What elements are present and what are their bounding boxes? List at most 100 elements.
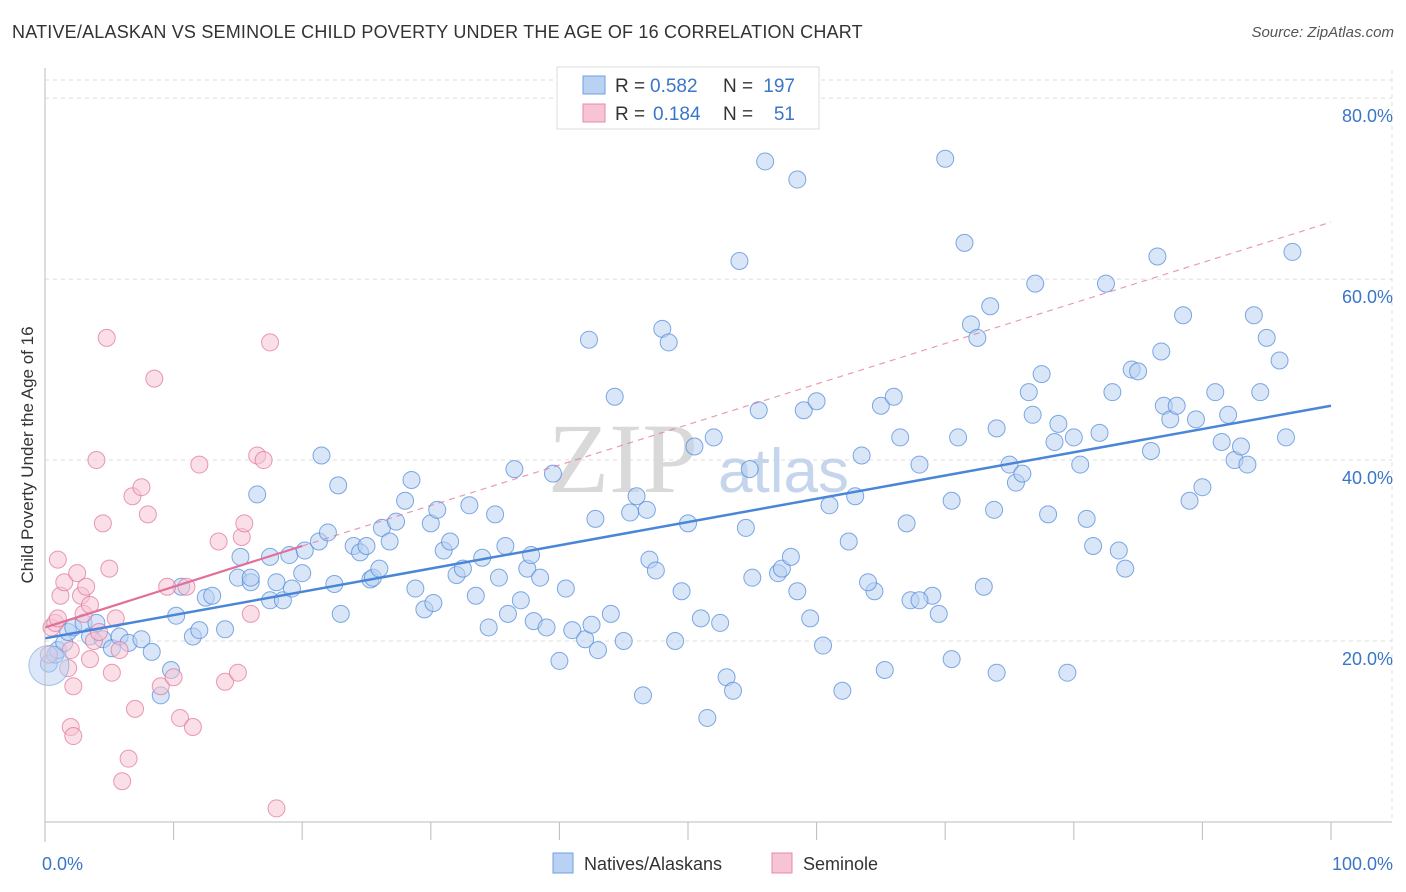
series-legend: Natives/Alaskans Seminole xyxy=(552,852,878,874)
point-seminole xyxy=(138,505,157,524)
stats-legend: R = 0.582 N = 197 R = 0.184 N = 51 xyxy=(556,66,820,130)
point-natives xyxy=(489,568,508,587)
point-natives xyxy=(1116,559,1135,578)
point-natives xyxy=(370,559,389,578)
point-natives xyxy=(743,568,762,587)
point-seminole xyxy=(64,727,83,746)
point-seminole xyxy=(216,672,235,691)
point-natives xyxy=(897,514,916,533)
point-natives xyxy=(891,428,910,447)
point-natives xyxy=(441,532,460,551)
point-natives xyxy=(1206,383,1225,402)
y-tick-label: 40.0% xyxy=(1342,468,1393,488)
point-natives xyxy=(685,437,704,456)
point-seminole xyxy=(113,772,132,791)
legend-n-value: 197 xyxy=(763,76,795,97)
point-seminole xyxy=(235,514,254,533)
point-natives xyxy=(814,636,833,655)
trendline-seminole xyxy=(44,544,303,629)
point-natives xyxy=(556,579,575,598)
point-seminole xyxy=(126,699,145,718)
point-natives xyxy=(1084,537,1103,556)
point-natives xyxy=(496,537,515,556)
point-natives xyxy=(833,681,852,700)
point-seminole xyxy=(164,668,183,687)
point-natives xyxy=(949,428,968,447)
point-natives xyxy=(711,613,730,632)
point-natives xyxy=(627,487,646,506)
point-natives xyxy=(1186,410,1205,429)
point-natives xyxy=(1129,362,1148,381)
point-natives xyxy=(241,568,260,587)
point-natives xyxy=(910,591,929,610)
point-seminole xyxy=(151,677,170,696)
legend-bottom-swatch-seminole xyxy=(771,852,793,874)
point-natives xyxy=(466,586,485,605)
chart-title: NATIVE/ALASKAN VS SEMINOLE CHILD POVERTY… xyxy=(12,22,863,42)
point-natives xyxy=(1276,428,1295,447)
point-natives xyxy=(740,460,759,479)
point-natives xyxy=(859,573,878,592)
legend-n-value: 51 xyxy=(774,104,795,125)
point-natives xyxy=(646,561,665,580)
point-natives xyxy=(402,470,421,489)
point-seminole xyxy=(254,451,273,470)
point-natives xyxy=(968,328,987,347)
point-natives xyxy=(387,512,406,531)
point-natives xyxy=(852,446,871,465)
point-natives xyxy=(1019,383,1038,402)
point-natives xyxy=(691,609,710,628)
point-natives xyxy=(929,604,948,623)
point-seminole xyxy=(110,641,129,660)
point-seminole xyxy=(267,799,286,818)
point-natives xyxy=(293,564,312,583)
point-seminole xyxy=(87,451,106,470)
point-natives xyxy=(1071,455,1090,474)
point-seminole xyxy=(132,478,151,497)
point-natives xyxy=(839,532,858,551)
legend-swatch-seminole xyxy=(582,103,606,123)
point-natives xyxy=(579,330,598,349)
trendline-natives xyxy=(44,404,1332,640)
point-natives xyxy=(543,464,562,483)
point-natives xyxy=(460,496,479,515)
point-seminole xyxy=(241,604,260,623)
point-natives xyxy=(910,455,929,474)
point-seminole xyxy=(177,577,196,596)
watermark: ZIP atlas xyxy=(548,403,849,514)
point-natives xyxy=(1032,365,1051,384)
y-tick-label: 60.0% xyxy=(1342,287,1393,307)
point-natives xyxy=(203,586,222,605)
point-seminole xyxy=(81,650,100,669)
point-natives xyxy=(380,532,399,551)
point-natives xyxy=(1039,505,1058,524)
point-natives xyxy=(637,500,656,519)
point-natives xyxy=(666,632,685,651)
point-seminole xyxy=(119,749,138,768)
point-natives xyxy=(511,591,530,610)
point-natives xyxy=(1152,342,1171,361)
point-natives xyxy=(1167,396,1186,415)
watermark-atlas: atlas xyxy=(718,437,849,506)
point-natives xyxy=(820,496,839,515)
legend-bottom-label-natives: Natives/Alaskans xyxy=(584,854,722,874)
point-natives xyxy=(1231,437,1250,456)
point-natives xyxy=(1103,383,1122,402)
legend-r-label: R = xyxy=(615,76,645,97)
point-natives xyxy=(736,518,755,537)
legend-bottom-swatch-natives xyxy=(552,852,574,874)
point-natives xyxy=(132,630,151,649)
point-natives xyxy=(1023,405,1042,424)
point-seminole xyxy=(68,564,87,583)
point-natives xyxy=(1109,541,1128,560)
watermark-zip: ZIP xyxy=(548,403,698,514)
point-natives xyxy=(724,681,743,700)
point-natives xyxy=(1257,328,1276,347)
point-natives xyxy=(1251,383,1270,402)
point-natives xyxy=(871,396,890,415)
point-natives xyxy=(1148,247,1167,266)
point-seminole xyxy=(100,559,119,578)
point-seminole xyxy=(55,573,74,592)
point-natives xyxy=(987,663,1006,682)
